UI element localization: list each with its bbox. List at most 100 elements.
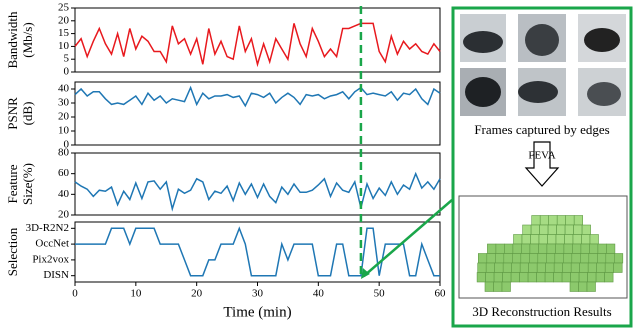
y-tick-label: 10 <box>58 125 70 137</box>
result-panel: Frames captured by edges FEVA 3D Reconst… <box>451 6 633 328</box>
voxel <box>520 253 530 264</box>
voxel <box>538 243 548 254</box>
voxel <box>570 262 581 273</box>
voxel <box>477 253 488 264</box>
plot-frame <box>74 7 441 73</box>
voxel <box>586 281 596 292</box>
y-tick-label: 10 <box>58 40 70 52</box>
voxel <box>587 262 598 273</box>
voxel <box>606 243 616 254</box>
voxel <box>595 272 605 283</box>
panel-border <box>451 6 633 328</box>
y-tick-label: 30 <box>58 97 70 109</box>
voxel <box>596 253 607 264</box>
voxel <box>510 272 520 283</box>
voxel <box>562 262 572 273</box>
voxel <box>605 253 615 264</box>
voxel <box>531 215 541 226</box>
y-tick-label: 40 <box>58 83 70 95</box>
voxel <box>539 215 550 226</box>
y-axis-label: Bandwidth <box>5 11 20 69</box>
voxel <box>588 253 598 264</box>
voxel <box>522 224 532 235</box>
plot-frame <box>74 221 441 283</box>
voxel <box>578 272 588 283</box>
y-tick-label: 15 <box>58 27 70 39</box>
voxel <box>544 272 554 283</box>
voxel <box>571 253 581 264</box>
voxel <box>521 243 531 254</box>
voxel <box>563 243 573 254</box>
voxel <box>493 272 503 283</box>
voxel <box>572 243 582 254</box>
result-caption: 3D Reconstruction Results <box>472 304 611 319</box>
voxel <box>545 253 556 264</box>
voxel <box>579 253 590 264</box>
voxel <box>527 272 537 283</box>
voxel <box>562 253 573 264</box>
voxel <box>519 272 529 283</box>
voxel <box>512 243 522 254</box>
voxel <box>596 262 606 273</box>
y-tick-label: 0 <box>64 66 70 78</box>
x-tick-label: 60 <box>435 288 447 300</box>
voxel <box>580 243 590 254</box>
voxel <box>504 243 514 254</box>
plot-frame <box>74 152 441 216</box>
voxel <box>513 234 523 245</box>
data-line <box>74 85 441 108</box>
voxel <box>484 281 494 292</box>
y-tick-label: 20 <box>58 209 70 221</box>
connector-head <box>360 268 370 279</box>
voxel <box>548 215 558 226</box>
y-tick-label: 80 <box>58 147 70 159</box>
car <box>518 81 558 103</box>
frame-thumbnails <box>460 14 626 116</box>
voxel <box>528 253 539 264</box>
voxel <box>556 224 566 235</box>
voxel <box>579 262 589 273</box>
voxel <box>604 272 614 283</box>
voxel <box>530 234 540 245</box>
voxel <box>503 253 513 264</box>
voxel <box>502 272 512 283</box>
voxel <box>555 234 565 245</box>
voxel <box>537 253 547 264</box>
y-axis-label: Selection <box>5 227 20 276</box>
voxel <box>561 272 571 283</box>
connector <box>363 199 453 277</box>
car <box>465 77 501 107</box>
voxel <box>545 262 555 273</box>
y-tick-label: DISN <box>43 269 69 281</box>
voxel <box>613 253 624 264</box>
voxel <box>476 272 486 283</box>
x-tick-label: 20 <box>191 288 203 300</box>
voxel <box>547 224 557 235</box>
y-tick-label: 40 <box>58 188 70 200</box>
voxel <box>589 234 599 245</box>
y-tick-label: 20 <box>58 111 70 123</box>
voxel <box>546 243 556 254</box>
voxel <box>565 215 575 226</box>
voxel <box>581 234 591 245</box>
data-line <box>74 22 441 68</box>
voxel <box>485 262 496 273</box>
y-axis-label: Feature <box>5 164 20 203</box>
data-line <box>74 171 441 212</box>
frames-caption: Frames captured by edges <box>474 122 609 137</box>
voxel <box>502 262 513 273</box>
voxel <box>493 281 503 292</box>
x-tick-label: 50 <box>374 288 386 300</box>
voxel <box>536 272 546 283</box>
voxel <box>528 262 538 273</box>
voxel <box>485 272 495 283</box>
voxel <box>556 215 567 226</box>
voxel <box>564 224 574 235</box>
voxel <box>554 253 564 264</box>
y-tick-label: 5 <box>64 53 70 65</box>
y-tick-label: 3D-R2N2 <box>26 222 69 234</box>
voxel <box>573 215 584 226</box>
voxel <box>529 243 539 254</box>
y-tick-label: 25 <box>58 2 70 14</box>
